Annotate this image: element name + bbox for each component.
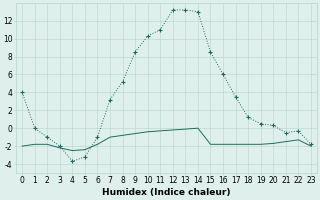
X-axis label: Humidex (Indice chaleur): Humidex (Indice chaleur) xyxy=(102,188,231,197)
